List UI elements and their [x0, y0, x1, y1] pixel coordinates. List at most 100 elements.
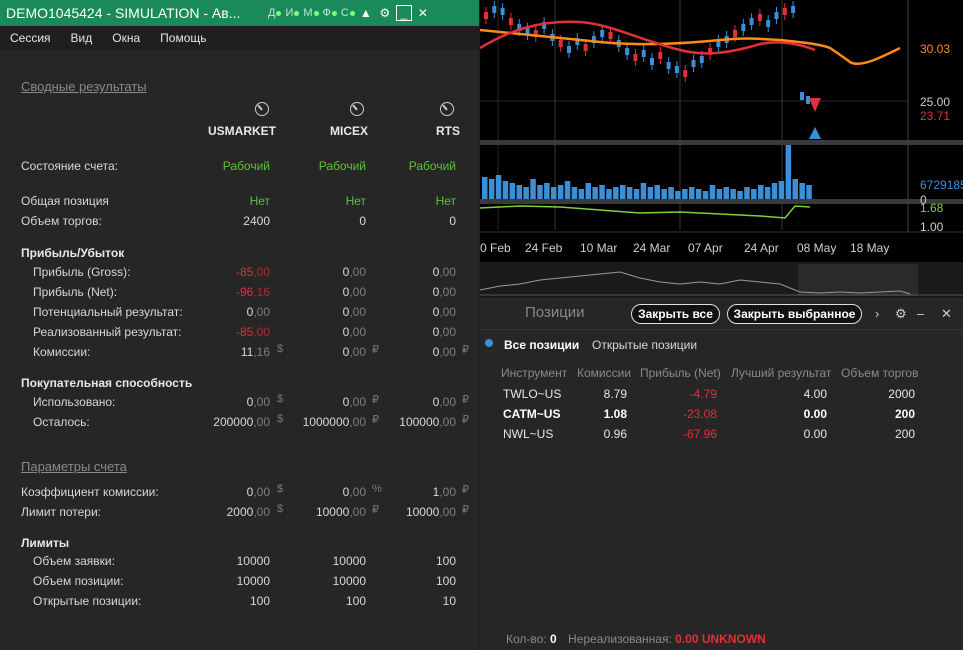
date-label: 10 Mar [580, 241, 617, 255]
gear-icon[interactable]: ⚙ [895, 306, 907, 321]
close-icon[interactable]: ✕ [941, 306, 952, 321]
volume-bar [695, 189, 702, 199]
cell-best: 0.00 [803, 407, 827, 421]
volume-bar [716, 189, 723, 199]
value-col3-decimals: ,00 [439, 395, 456, 409]
candle-body [658, 52, 663, 59]
value-col3-main: 0 [432, 395, 440, 409]
volume-bar [689, 187, 695, 199]
value-col2-decimals: ,00 [349, 285, 366, 299]
summary-heading[interactable]: Сводные результаты [21, 79, 147, 94]
volume-bar [516, 185, 522, 199]
candle-body [608, 32, 613, 39]
window-titlebar[interactable]: DEMO1045424 - SIMULATION - Ав... Д И М Ф… [0, 0, 479, 26]
value-col1-main: 10000 [236, 574, 270, 588]
value-col3: 0,00 [433, 395, 456, 409]
chart-navigator[interactable] [479, 262, 963, 298]
menu-help[interactable]: Помощь [160, 31, 207, 45]
chevron-right-icon[interactable]: › [875, 306, 880, 321]
column-volume[interactable]: Объем торгов [841, 366, 919, 380]
status-letter: И [285, 7, 294, 19]
volume-bar [778, 181, 785, 199]
tab-all-positions[interactable]: Все позиции [504, 338, 580, 352]
menu-windows[interactable]: Окна [112, 31, 141, 45]
date-label: 24 Mar [633, 241, 670, 255]
column-instrument[interactable]: Инструмент [501, 366, 568, 380]
volume-bar [585, 183, 591, 199]
value-col1-main: 0 [246, 395, 254, 409]
status-indicator-f[interactable]: Ф [323, 7, 337, 19]
currency-symbol: $ [277, 393, 284, 405]
column-commission[interactable]: Комиссии [577, 366, 632, 380]
price-label-tick: 25.00 [920, 95, 950, 109]
value-col1-main: 10000 [236, 554, 270, 568]
value-col3: 1,00 [433, 485, 456, 499]
status-indicator-i[interactable]: И [285, 7, 300, 19]
price-chart[interactable]: 30.03 25.00 23.71 6729185 0 1.68 1.00 0 … [479, 0, 963, 262]
value-col3: 100 [436, 554, 456, 568]
close-icon[interactable]: ✕ [417, 6, 428, 20]
close-selected-button[interactable]: Закрыть выбранное [727, 304, 862, 324]
minimize-icon[interactable]: – [917, 306, 925, 321]
account-params-heading[interactable]: Параметры счета [21, 459, 127, 474]
column-best-result[interactable]: Лучший результат [731, 366, 832, 380]
table-row[interactable]: CATM~US 1.08 -23.08 0.00 200 [480, 407, 963, 425]
value-col3-decimals: ,00 [439, 415, 456, 429]
cell-instrument: CATM~US [503, 407, 561, 421]
value-col3: 10 [443, 594, 456, 608]
cell-volume: 200 [894, 407, 915, 421]
value-col1: 0,00 [247, 305, 270, 319]
candle-body [575, 38, 580, 45]
volume-bar [488, 179, 495, 199]
value-col3-decimals: ,00 [439, 305, 456, 319]
status-dot [349, 10, 355, 16]
currency-symbol: ₽ [372, 504, 379, 516]
account-content: Сводные результаты USMARKET MICEX RTS Со… [0, 50, 479, 650]
value-col3-main: 100 [435, 554, 456, 568]
volume-bar [737, 191, 743, 199]
column-profit-net[interactable]: Прибыль (Net) [640, 366, 721, 380]
date-label: 0 Feb [480, 241, 511, 255]
value-col2: 10000 [333, 574, 366, 588]
date-label: 07 Apr [688, 241, 723, 255]
value-col3-decimals: ,00 [439, 325, 456, 339]
volume-bar [530, 179, 536, 199]
state-label: Состояние счета: [21, 159, 118, 173]
minimize-icon[interactable]: _ [395, 5, 412, 21]
menu-view[interactable]: Вид [70, 31, 93, 45]
close-all-button[interactable]: Закрыть все [631, 304, 720, 324]
table-row[interactable]: NWL~US 0.96 -67.96 0.00 200 [480, 427, 963, 445]
currency-symbol: ₽ [462, 504, 469, 516]
volume-bar [640, 183, 647, 199]
status-indicator-m[interactable]: М [303, 7, 319, 19]
radio-selected-icon[interactable] [485, 339, 493, 347]
candle-body [741, 24, 746, 31]
value-col2: 10000,00 [316, 505, 366, 519]
value-col3-main: 100000 [399, 415, 440, 429]
candle-body [666, 62, 671, 69]
row-label: Прибыль (Gross): [33, 265, 131, 279]
value-col3: 100 [436, 574, 456, 588]
tab-open-positions[interactable]: Открытые позиции [592, 338, 698, 352]
candle-body [633, 54, 638, 61]
table-row[interactable]: TWLO~US 8.79 -4.79 4.00 2000 [480, 387, 963, 405]
value-col2: 1000000,00 [303, 415, 366, 429]
candle-body [806, 96, 810, 104]
gear-icon[interactable]: ⚙ [379, 6, 391, 20]
collapse-up-icon[interactable]: ▲ [359, 6, 372, 20]
status-indicator-s[interactable]: С [341, 7, 355, 19]
candle-body [650, 58, 654, 65]
candle-body [591, 36, 596, 43]
status-indicator-d[interactable]: Д [268, 7, 282, 19]
value-col3-main: 1 [432, 485, 440, 499]
value-col2-main: 0 [342, 485, 350, 499]
candle-body [683, 70, 688, 77]
value-col1: 0,00 [247, 395, 270, 409]
menu-session[interactable]: Сессия [10, 31, 51, 45]
window-title: DEMO1045424 - SIMULATION - Ав... [6, 5, 241, 21]
volume-bar [675, 191, 681, 199]
status-letter: Ф [322, 7, 331, 19]
row-label: Реализованный результат: [33, 325, 182, 339]
value-col2: 0,00 [343, 395, 366, 409]
